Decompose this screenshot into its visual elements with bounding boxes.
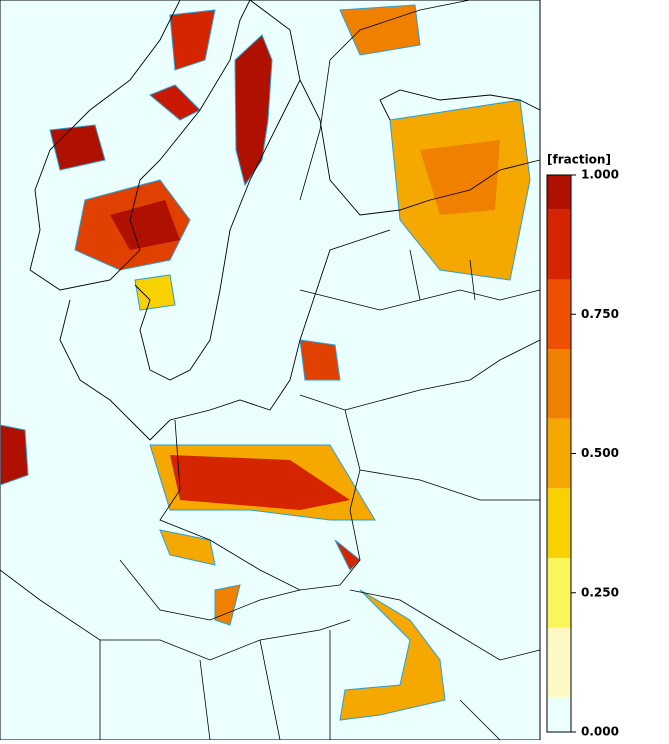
- colorbar-bin: [547, 488, 571, 558]
- colorbar-tick-label: 1.000: [581, 168, 619, 182]
- map: [0, 0, 541, 741]
- colorbar-tick-label: 0.500: [581, 446, 619, 460]
- colorbar-tick-label: 0.250: [581, 585, 619, 599]
- colorbar-bin: [547, 697, 571, 732]
- colorbar-tick-label: 0.750: [581, 307, 619, 321]
- borders: [0, 0, 541, 741]
- colorbar-bin: [547, 349, 571, 419]
- colorbar-label: [fraction]: [547, 153, 611, 167]
- colorbar-bin: [547, 627, 571, 698]
- colorbar-bin: [547, 209, 571, 280]
- colorbar-bin: [547, 175, 571, 210]
- colorbar: [fraction] 1.000 0.750 0.500 0.250 0.000: [546, 153, 619, 739]
- colorbar-bin: [547, 279, 571, 350]
- snow-fields: [0, 4, 531, 721]
- colorbar-bin: [547, 557, 571, 628]
- colorbar-bin: [547, 418, 571, 489]
- colorbar-tick-label: 0.000: [581, 725, 619, 739]
- coastlines: [0, 0, 541, 441]
